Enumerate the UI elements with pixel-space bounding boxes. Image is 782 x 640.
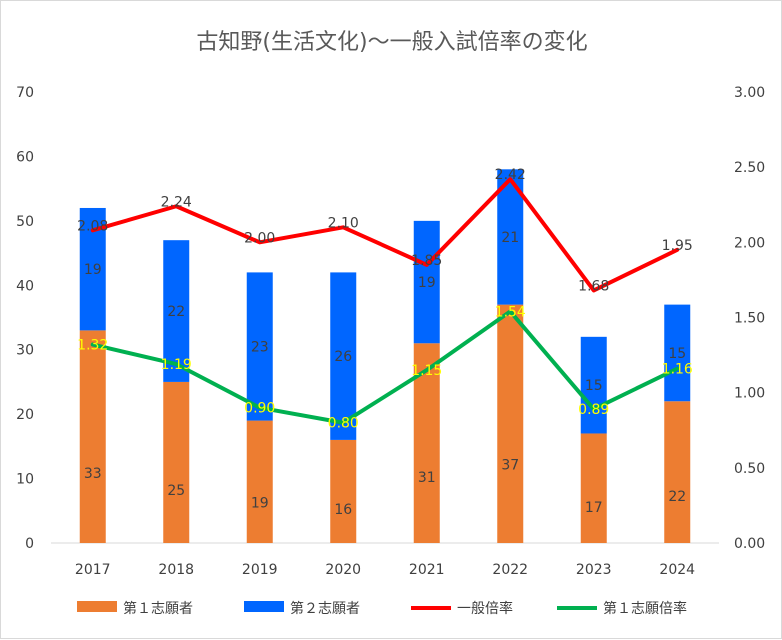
legend-label-1: 第１志願者 <box>123 600 193 617</box>
first-choice-ratio-label: 1.15 <box>411 363 442 379</box>
x-axis: 2017 2018 2019 2020 2021 2022 2023 2024 <box>75 562 695 578</box>
left-tick-label: 40 <box>16 278 34 294</box>
bar-data-label: 31 <box>418 470 436 486</box>
first-choice-ratio-label: 1.16 <box>662 362 693 378</box>
bar-data-label: 21 <box>501 230 519 246</box>
left-tick-label: 60 <box>16 149 34 165</box>
bar-first-choice <box>664 401 691 543</box>
bar-data-label: 22 <box>167 304 185 320</box>
line-group <box>90 177 680 425</box>
bar-data-label: 33 <box>84 466 102 482</box>
first-choice-ratio-label: 1.54 <box>495 304 526 320</box>
bar-first-choice <box>79 330 106 543</box>
data-label-group: 33 19 25 22 19 23 16 26 31 19 37 21 17 15 22 15 2.08 2.24… <box>77 167 693 518</box>
first-choice-ratio-label: 0.90 <box>244 401 275 417</box>
left-tick-label: 10 <box>16 472 34 488</box>
x-tick-label: 2019 <box>242 562 278 578</box>
bar-data-label: 19 <box>84 262 102 278</box>
x-tick-label: 2018 <box>158 562 194 578</box>
bar-data-label: 16 <box>334 502 352 518</box>
right-tick-label: 0.00 <box>734 536 765 552</box>
chart-title: 古知野(生活文化)～一般入試倍率の変化 <box>196 30 587 55</box>
bar-data-label: 19 <box>251 496 269 512</box>
legend-label-3: 一般倍率 <box>457 600 513 617</box>
left-axis: 0 10 20 30 40 50 60 70 <box>16 85 34 552</box>
bar-data-label: 19 <box>418 275 436 291</box>
general-ratio-label: 2.00 <box>244 230 275 246</box>
bar-first-choice <box>330 439 357 543</box>
x-tick-label: 2020 <box>325 562 361 578</box>
first-choice-ratio-label: 0.89 <box>578 402 609 418</box>
bar-data-label: 17 <box>585 500 603 516</box>
x-tick-label: 2022 <box>492 562 528 578</box>
bar-second-choice <box>246 272 273 421</box>
bar-second-choice <box>413 220 440 344</box>
general-ratio-label: 1.85 <box>411 253 442 269</box>
left-tick-label: 20 <box>16 407 34 423</box>
bar-data-label: 15 <box>585 378 603 394</box>
first-choice-ratio-label: 0.80 <box>328 416 359 432</box>
right-tick-label: 1.50 <box>734 311 765 327</box>
legend-label-2: 第２志願者 <box>290 600 360 617</box>
bar-data-label: 26 <box>334 349 352 365</box>
right-tick-label: 3.00 <box>734 85 765 101</box>
general-ratio-label: 1.95 <box>662 238 693 254</box>
x-tick-label: 2017 <box>75 562 111 578</box>
first-choice-ratio-label: 1.19 <box>161 357 192 373</box>
bar-data-label: 22 <box>668 489 686 505</box>
first-choice-ratio-line <box>90 309 680 425</box>
bar-second-choice <box>330 272 357 440</box>
general-ratio-label: 2.42 <box>495 167 526 183</box>
bar-first-choice <box>246 420 273 543</box>
left-tick-label: 0 <box>25 536 34 552</box>
left-tick-label: 30 <box>16 343 34 359</box>
legend-swatch-2 <box>244 601 284 612</box>
bar-data-label: 23 <box>251 339 269 355</box>
general-ratio-label: 2.24 <box>161 194 192 210</box>
general-ratio-label: 2.08 <box>77 218 108 234</box>
bar-second-choice <box>580 336 607 434</box>
x-tick-label: 2024 <box>659 562 695 578</box>
right-tick-label: 0.50 <box>734 461 765 477</box>
x-tick-label: 2023 <box>576 562 612 578</box>
bar-second-choice <box>664 304 691 402</box>
legend-swatch-1 <box>77 601 117 612</box>
right-tick-label: 1.00 <box>734 386 765 402</box>
bar-first-choice <box>497 304 524 543</box>
legend: 第１志願者 第２志願者 一般倍率 第１志願倍率 <box>77 600 687 617</box>
x-tick-label: 2021 <box>409 562 445 578</box>
right-tick-label: 2.50 <box>734 160 765 176</box>
bar-first-choice <box>163 381 190 543</box>
general-ratio-line <box>90 177 680 293</box>
bar-second-choice <box>163 240 190 382</box>
bar-first-choice <box>580 433 607 543</box>
bar-data-label: 15 <box>668 346 686 362</box>
left-tick-label: 70 <box>16 85 34 101</box>
right-axis: 0.00 0.50 1.00 1.50 2.00 2.50 3.00 <box>734 85 765 552</box>
legend-label-4: 第１志願倍率 <box>603 600 687 617</box>
first-choice-ratio-label: 1.32 <box>77 338 108 354</box>
general-ratio-label: 2.10 <box>328 215 359 231</box>
bar-data-label: 25 <box>167 483 185 499</box>
left-tick-label: 50 <box>16 214 34 230</box>
general-ratio-label: 1.68 <box>578 278 609 294</box>
right-tick-label: 2.00 <box>734 235 765 251</box>
bar-data-label: 37 <box>501 457 519 473</box>
